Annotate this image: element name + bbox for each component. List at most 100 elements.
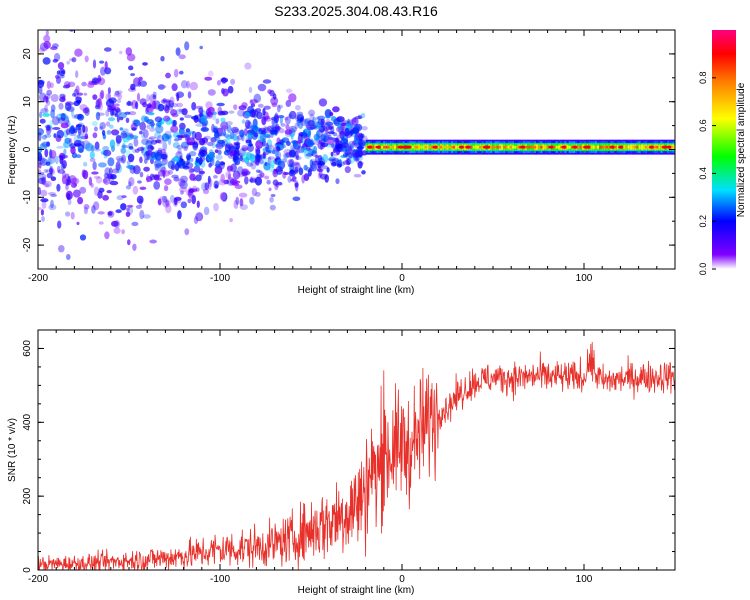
spectrogram-blob	[174, 197, 178, 206]
spectrogram-blob	[165, 72, 171, 79]
spectrogram-blob	[154, 160, 163, 164]
spectrogram-blob	[233, 199, 239, 209]
spectrogram-blob	[109, 180, 119, 186]
spectrogram-blob	[119, 50, 123, 55]
spectrogram-blob	[98, 162, 107, 168]
spectrogram-blob	[76, 221, 80, 226]
spectrogram-blob	[184, 228, 190, 236]
spectrogram-blob	[325, 121, 334, 126]
spectrogram-blob	[288, 149, 297, 158]
y-tick-label: 400	[22, 414, 33, 431]
spectrogram-blob	[156, 135, 165, 145]
spectrogram-blob	[74, 48, 83, 57]
spectrogram-blob	[122, 128, 129, 134]
spectrogram-blob	[132, 185, 139, 195]
spectrogram-blob	[93, 175, 101, 179]
spectrogram-blob	[98, 221, 104, 225]
spectrogram-blob	[249, 153, 255, 163]
spectrogram-band-cell	[566, 145, 570, 149]
snr-y-label: SNR (10 * v/v)	[7, 418, 18, 482]
spectrogram-blob	[201, 137, 208, 145]
spectrogram-blob	[292, 196, 301, 202]
spectrogram-blob	[57, 165, 61, 173]
spectrogram-blob	[146, 153, 150, 161]
spectrogram-blob	[154, 165, 160, 171]
spectrogram-blob	[40, 108, 49, 114]
spectrogram-blob	[44, 183, 50, 188]
spectrogram-blob	[232, 155, 240, 161]
spectrogram-blob	[39, 111, 43, 119]
spectrogram-band-cell	[511, 145, 515, 149]
spectrogram-y-label: Frequency (Hz)	[7, 116, 18, 185]
spectrogram-blob	[347, 145, 352, 154]
spectrogram-blob	[115, 209, 122, 214]
spectrogram-blob	[327, 134, 332, 139]
spectrogram-blob	[73, 134, 82, 144]
spectrogram-blob	[278, 139, 285, 144]
spectrogram-blob	[233, 141, 241, 146]
spectrogram-blob	[330, 151, 334, 157]
spectrogram-blob	[93, 126, 98, 132]
spectrogram-blob	[131, 221, 139, 227]
spectrogram-blob	[148, 136, 156, 140]
spectrogram-blob	[264, 161, 268, 166]
spectrogram-blob	[121, 229, 125, 235]
spectrogram-blob	[97, 211, 105, 215]
spectrogram-blob	[133, 138, 139, 147]
spectrogram-blob	[58, 102, 64, 110]
spectrogram-blob	[173, 176, 180, 182]
spectrogram-blob	[177, 148, 182, 155]
spectrogram-blob	[206, 115, 213, 119]
spectrogram-blob	[92, 161, 97, 171]
spectrogram-blob	[100, 66, 106, 76]
spectrogram-blob	[131, 127, 137, 131]
spectrogram-blob	[296, 111, 304, 116]
spectrogram-blob	[98, 187, 105, 193]
spectrogram-blob	[298, 167, 304, 176]
spectrogram-blob	[326, 134, 331, 138]
spectrogram-blob	[215, 118, 220, 125]
spectrogram-blob	[344, 166, 351, 174]
spectrogram-blob	[114, 90, 120, 96]
spectrogram-blob	[57, 117, 65, 124]
spectrogram-blob	[345, 127, 349, 131]
spectrogram-blob	[84, 126, 88, 133]
spectrogram-blob	[199, 168, 204, 177]
spectrogram-band-cell	[496, 145, 500, 149]
spectrogram-blob	[49, 165, 54, 175]
spectrogram-blob	[263, 133, 271, 138]
spectrogram-blob	[233, 104, 238, 110]
spectrogram-band-cell	[413, 145, 417, 149]
spectrogram-band-cell	[503, 145, 506, 149]
spectrogram-blob	[57, 169, 66, 174]
spectrogram-blob	[93, 201, 100, 211]
spectrogram-blob	[63, 81, 71, 89]
spectrogram-blob	[191, 115, 199, 120]
spectrogram-band-cell	[463, 145, 467, 149]
colorbar-ticks: 0.0 0.2 0.4 0.6 0.8	[698, 72, 716, 275]
spectrogram-blob	[220, 117, 226, 123]
spectrogram-blob	[227, 85, 234, 94]
spectrogram-band-cell	[516, 145, 519, 149]
spectrogram-blob	[277, 115, 285, 119]
spectrogram-blob	[225, 171, 232, 178]
spectrogram-blob	[258, 170, 263, 174]
spectrogram-blob	[269, 204, 276, 211]
spectrogram-blob	[241, 145, 249, 152]
spectrogram-blob	[108, 97, 117, 104]
spectrogram-band-cell	[426, 145, 430, 149]
spectrogram-blob	[226, 165, 233, 173]
spectrogram-blob	[238, 148, 246, 157]
spectrogram-blob	[133, 165, 141, 175]
spectrogram-blob	[262, 79, 272, 84]
spectrogram-blob	[81, 81, 87, 87]
spectrogram-blob	[285, 88, 293, 94]
spectrogram-blob	[247, 132, 253, 141]
spectrogram-blob	[130, 73, 136, 77]
spectrogram-blob	[60, 113, 66, 121]
spectrogram-blob	[60, 70, 65, 74]
spectrogram-blob	[218, 133, 225, 137]
spectrogram-blob	[274, 126, 282, 130]
spectrogram-blob	[105, 109, 110, 117]
spectrogram-band-cell	[603, 145, 607, 149]
